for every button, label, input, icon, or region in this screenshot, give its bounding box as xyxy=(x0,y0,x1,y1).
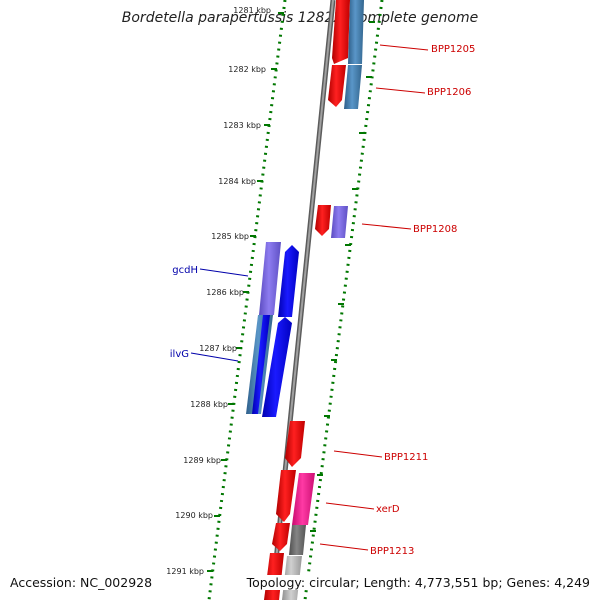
gene-label-bpp1213: BPP1213 xyxy=(370,546,414,557)
gene-feature xyxy=(331,206,348,238)
gene-feature xyxy=(272,523,290,551)
tick-label: 1291 kbp xyxy=(166,567,204,576)
tick-label: 1286 kbp xyxy=(206,288,244,297)
tick-label: 1290 kbp xyxy=(175,511,213,520)
gene-feature xyxy=(315,205,331,236)
gene-features-right xyxy=(315,0,364,238)
gene-feature xyxy=(285,421,305,467)
gene-feature xyxy=(348,0,364,64)
gene-feature xyxy=(262,317,292,417)
gene-feature xyxy=(332,0,350,64)
gene-feature xyxy=(344,65,362,109)
gene-labels: BPP1205 BPP1206 BPP1208 gcdH ilvG BPP121… xyxy=(170,44,476,557)
gene-feature xyxy=(289,525,306,555)
tick-label: 1288 kbp xyxy=(190,400,228,409)
accession-text: Accession: NC_002928 xyxy=(8,575,155,590)
tick-label: 1285 kbp xyxy=(211,232,249,241)
gene-label-bpp1206: BPP1206 xyxy=(427,87,471,98)
gene-label-ilvg: ilvG xyxy=(170,349,189,360)
gene-feature xyxy=(328,65,346,107)
gene-feature xyxy=(278,245,299,317)
gene-label-bpp1211: BPP1211 xyxy=(384,452,428,463)
gene-feature xyxy=(252,315,270,414)
tick-labels: 1281 kbp 1282 kbp 1283 kbp 1284 kbp 1285… xyxy=(166,6,271,576)
gene-label-bpp1208: BPP1208 xyxy=(413,224,457,235)
gene-feature xyxy=(259,242,281,315)
gene-leader-lines xyxy=(190,44,429,551)
tick-track-left xyxy=(207,0,287,600)
gene-features-left xyxy=(246,242,299,417)
tick-label: 1281 kbp xyxy=(233,6,271,15)
gene-label-gcdh: gcdH xyxy=(172,265,198,276)
gene-label-bpp1205: BPP1205 xyxy=(431,44,475,55)
major-ticks xyxy=(207,12,375,572)
tick-label: 1284 kbp xyxy=(218,177,256,186)
gene-feature xyxy=(292,473,315,525)
genome-summary-text: Topology: circular; Length: 4,773,551 bp… xyxy=(244,575,592,590)
tick-label: 1282 kbp xyxy=(228,65,266,74)
tick-track-right xyxy=(303,0,384,600)
map-title: Bordetella parapertussis 12822, complete… xyxy=(121,10,479,26)
tick-label: 1283 kbp xyxy=(223,121,261,130)
gene-label-xerd: xerD xyxy=(376,504,400,515)
gene-features-lower xyxy=(264,421,315,600)
gene-feature xyxy=(276,470,296,522)
tick-label: 1287 kbp xyxy=(199,344,237,353)
tick-label: 1289 kbp xyxy=(183,456,221,465)
